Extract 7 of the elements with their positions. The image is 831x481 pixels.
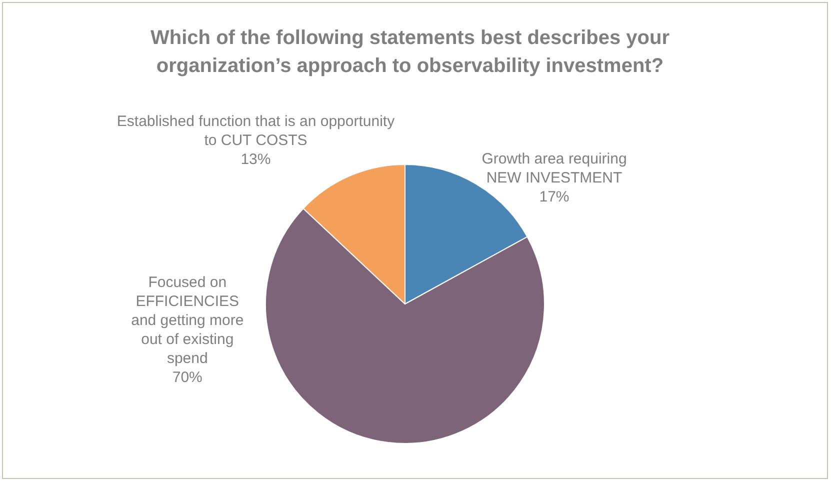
data-label: 13% bbox=[240, 150, 271, 168]
chart-title: Which of the following statements best describes your organization’s approach to observability investment? bbox=[150, 26, 670, 79]
data-label: 70% bbox=[172, 369, 202, 386]
slice-label: Established function that is an opportunity to CUT COSTS bbox=[116, 112, 396, 149]
data-label: 17% bbox=[539, 188, 570, 206]
slice-label: Focused on EFFICIENCIES and getting more out of existing spend bbox=[131, 274, 244, 368]
slice-label: Growth area requiring NEW INVESTMENT bbox=[482, 150, 627, 187]
